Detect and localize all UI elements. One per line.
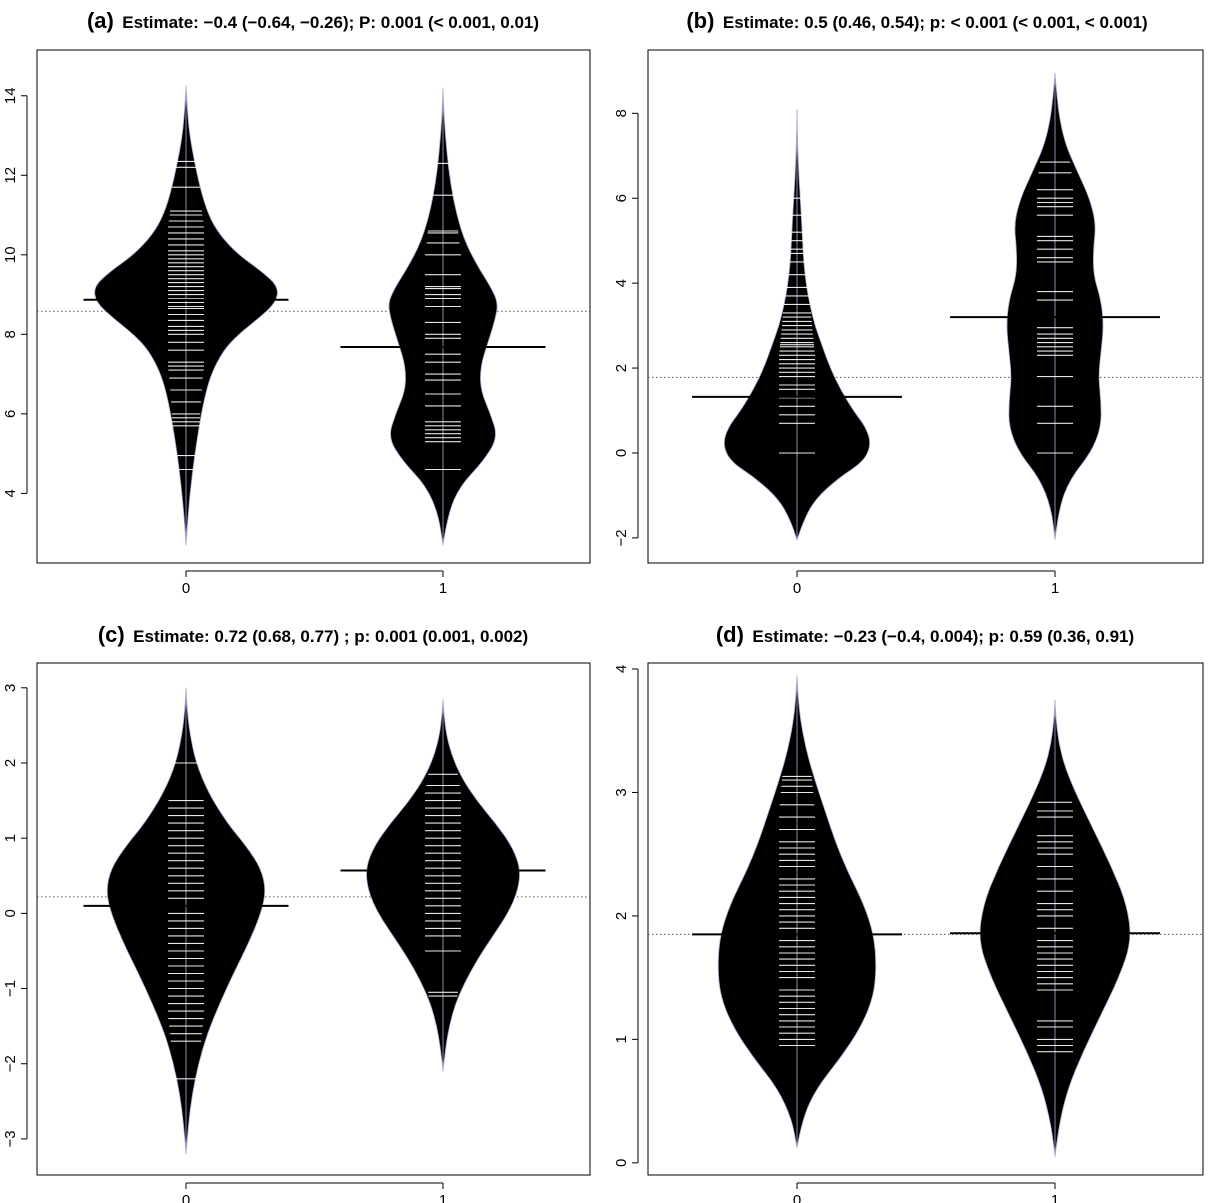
panel-b: (b) Estimate: 0.5 (0.46, 0.54); p: < 0.0… xyxy=(613,8,1204,597)
panel-d: (d) Estimate: −0.23 (−0.4, 0.004); p: 0.… xyxy=(613,622,1204,1203)
panel-b-tag: (b) xyxy=(686,8,714,33)
panel-a-y-tick-label: 10 xyxy=(2,246,19,263)
panel-c-y-tick-label: 3 xyxy=(2,684,19,692)
panel-c-y-tick-label: −1 xyxy=(2,980,19,997)
panel-c-y-tick-label: 0 xyxy=(2,909,19,917)
panel-d-y-tick-label: 2 xyxy=(613,912,630,920)
panel-d-bean-0-observations xyxy=(779,775,815,1047)
panel-b-x-tick-label: 1 xyxy=(1051,580,1059,597)
panel-d-x-tick-label: 0 xyxy=(793,1192,801,1203)
panel-b-bean-0-observations xyxy=(779,197,815,454)
panel-d-title: (d) Estimate: −0.23 (−0.4, 0.004); p: 0.… xyxy=(716,622,1134,647)
panel-a-y-tick-label: 6 xyxy=(2,410,19,418)
panel-d-bean-1-observations xyxy=(1037,801,1073,1053)
panel-d-tag: (d) xyxy=(716,622,744,647)
panel-a-tag: (a) xyxy=(87,8,114,33)
panel-d-x-tick-label: 1 xyxy=(1051,1192,1059,1203)
panel-b-y-tick-label: 2 xyxy=(613,364,630,372)
panel-c-title: (c) Estimate: 0.72 (0.68, 0.77) ; p: 0.0… xyxy=(98,622,528,647)
panel-c-x-tick-label: 0 xyxy=(182,1192,190,1203)
panel-b-title: (b) Estimate: 0.5 (0.46, 0.54); p: < 0.0… xyxy=(686,8,1147,33)
panel-b-y-tick-label: 0 xyxy=(613,449,630,457)
panel-b-plot-area xyxy=(648,72,1203,542)
panel-d-plot-area xyxy=(648,675,1203,1157)
panel-a-title-text: Estimate: −0.4 (−0.64, −0.26); P: 0.001 … xyxy=(122,13,539,32)
panel-d-frame xyxy=(647,662,1204,1176)
panel-c-frame xyxy=(36,662,591,1176)
panel-c-y-tick-label: 2 xyxy=(2,759,19,767)
panel-b-title-text: Estimate: 0.5 (0.46, 0.54); p: < 0.001 (… xyxy=(723,13,1148,32)
panel-a-bean-0-observations xyxy=(168,160,204,471)
panel-c-bean-0-observations xyxy=(168,762,204,1080)
panel-a: (a) Estimate: −0.4 (−0.64, −0.26); P: 0.… xyxy=(2,8,591,597)
panel-a-x-tick-label: 1 xyxy=(439,580,447,597)
panel-b-y-tick-label: −2 xyxy=(613,529,630,546)
panel-d-y-tick-label: 3 xyxy=(613,788,630,796)
panel-b-y-tick-label: 8 xyxy=(613,109,630,117)
panel-d-y-tick-label: 0 xyxy=(613,1159,630,1167)
panel-a-y-tick-label: 12 xyxy=(2,167,19,184)
panel-c-title-text: Estimate: 0.72 (0.68, 0.77) ; p: 0.001 (… xyxy=(133,627,528,646)
panel-a-plot-area xyxy=(37,85,590,546)
panel-b-y-tick-label: 6 xyxy=(613,194,630,202)
panel-a-title: (a) Estimate: −0.4 (−0.64, −0.26); P: 0.… xyxy=(87,8,539,33)
panel-a-y-tick-label: 8 xyxy=(2,330,19,338)
panel-a-frame xyxy=(36,49,591,564)
panel-c-y-tick-label: −2 xyxy=(2,1055,19,1072)
panel-c-plot-area xyxy=(37,687,590,1155)
panel-c-axes: −3 −2 −1 0 1 2 3 0 1 xyxy=(2,684,447,1203)
panel-b-y-tick-label: 4 xyxy=(613,279,630,287)
panel-c-tag: (c) xyxy=(98,622,125,647)
panel-b-x-tick-label: 0 xyxy=(793,580,801,597)
panel-c-y-tick-label: 1 xyxy=(2,834,19,842)
panel-a-y-tick-label: 4 xyxy=(2,489,19,497)
panel-a-axes: 4 6 8 10 12 14 0 1 xyxy=(2,87,447,597)
panel-d-title-text: Estimate: −0.23 (−0.4, 0.004); p: 0.59 (… xyxy=(752,627,1134,646)
panel-a-bean-1-observations xyxy=(425,162,461,471)
panel-b-frame xyxy=(647,49,1204,564)
panel-a-x-tick-label: 0 xyxy=(182,580,190,597)
panel-c-y-tick-label: −3 xyxy=(2,1130,19,1147)
panel-c-bean-1-observations xyxy=(425,773,461,997)
panel-d-y-tick-label: 4 xyxy=(613,665,630,673)
panel-c-x-tick-label: 1 xyxy=(439,1192,447,1203)
panel-a-y-tick-label: 14 xyxy=(2,87,19,104)
panel-c: (c) Estimate: 0.72 (0.68, 0.77) ; p: 0.0… xyxy=(2,622,591,1203)
panel-d-axes: 0 1 2 3 4 0 1 xyxy=(613,665,1059,1203)
panel-d-y-tick-label: 1 xyxy=(613,1035,630,1043)
panel-b-axes: −2 0 2 4 6 8 0 1 xyxy=(613,109,1059,597)
